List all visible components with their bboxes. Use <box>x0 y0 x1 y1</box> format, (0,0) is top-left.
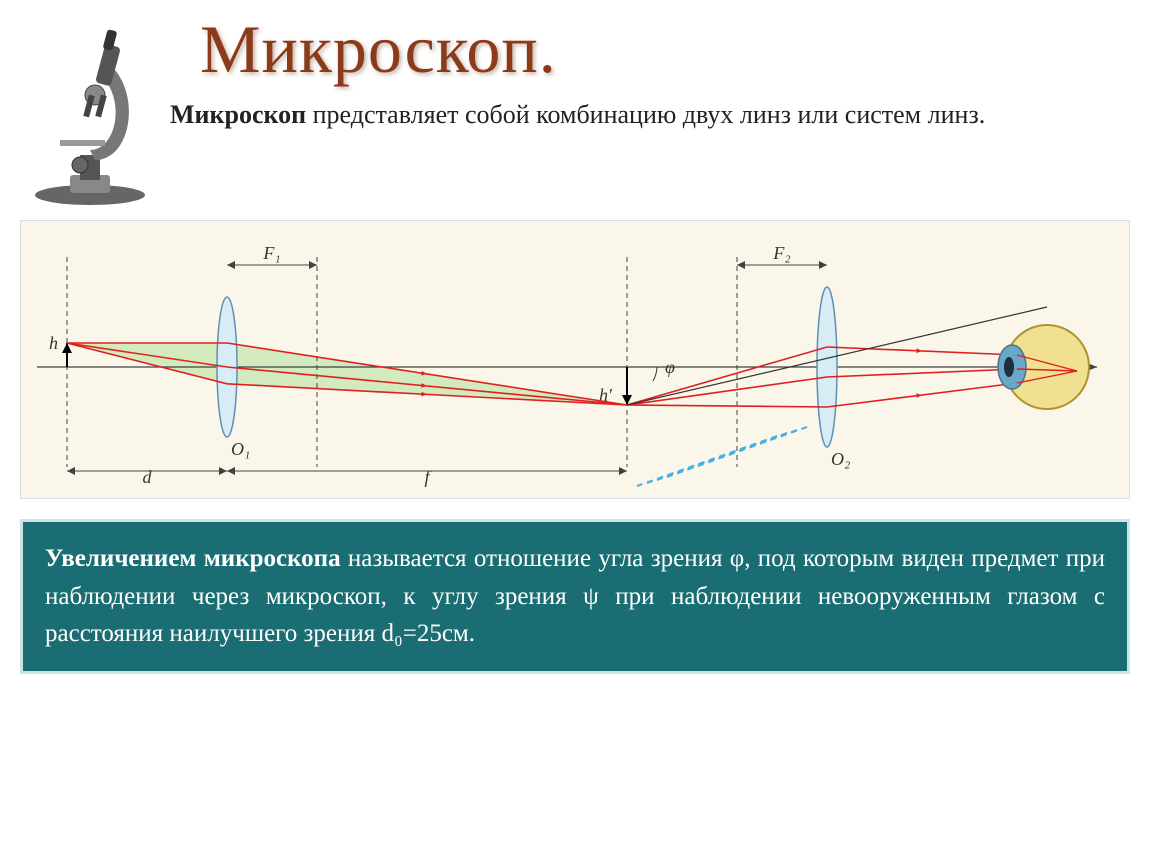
ray-diagram-svg: F₁F₂dfhO₁O₂h′φ <box>27 227 1107 487</box>
svg-text:O₂: O₂ <box>831 449 850 469</box>
svg-text:h: h <box>49 333 58 353</box>
optics-diagram: F₁F₂dfhO₁O₂h′φ <box>20 220 1130 499</box>
info-bold: Увеличением микроскопа <box>45 545 341 572</box>
header: Микроскоп. Микроскоп представляет собой … <box>20 10 1130 210</box>
page-title: Микроскоп. <box>200 10 1130 89</box>
svg-text:φ: φ <box>665 357 675 377</box>
subtitle-rest: представляет собой комбинацию двух линз … <box>306 100 985 129</box>
subtitle: Микроскоп представляет собой комбинацию … <box>170 97 1130 132</box>
svg-text:F₁: F₁ <box>262 243 280 263</box>
svg-text:d: d <box>143 467 153 487</box>
svg-text:F₂: F₂ <box>772 243 790 263</box>
title-column: Микроскоп. Микроскоп представляет собой … <box>170 10 1130 132</box>
definition-box: Увеличением микроскопа называется отноше… <box>20 519 1130 674</box>
slide: Микроскоп. Микроскоп представляет собой … <box>0 0 1150 864</box>
microscope-icon <box>20 10 160 210</box>
svg-text:O₁: O₁ <box>231 439 250 459</box>
subtitle-bold: Микроскоп <box>170 100 306 129</box>
